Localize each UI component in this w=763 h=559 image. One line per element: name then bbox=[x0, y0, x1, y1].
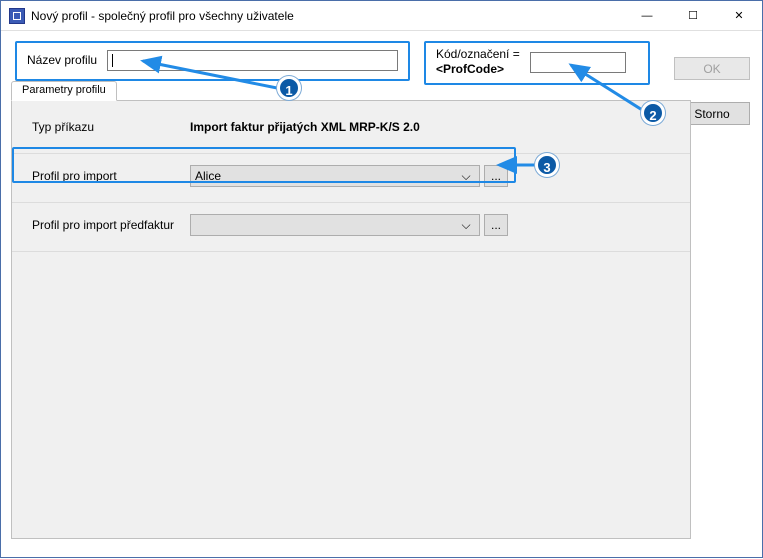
preinvoice-profile-label: Profil pro import předfaktur bbox=[32, 218, 190, 232]
app-icon bbox=[9, 8, 25, 24]
tab-strip: Parametry profilu bbox=[11, 81, 691, 101]
separator-1 bbox=[12, 153, 690, 154]
preinvoice-profile-browse-button[interactable]: ... bbox=[484, 214, 508, 236]
maximize-button[interactable]: ☐ bbox=[670, 1, 716, 31]
callout-1: 1 bbox=[277, 76, 301, 100]
preinvoice-profile-combo[interactable]: ⌵ bbox=[190, 214, 480, 236]
tabs-area: Parametry profilu Typ příkazu Import fak… bbox=[11, 81, 691, 541]
top-row: Název profilu Kód/označení = <ProfCode> bbox=[15, 41, 748, 85]
ok-button[interactable]: OK bbox=[674, 57, 750, 80]
code-label-line2: <ProfCode> bbox=[436, 62, 520, 77]
separator-3 bbox=[12, 251, 690, 252]
callout-2: 2 bbox=[641, 101, 665, 125]
import-profile-combo[interactable]: Alice ⌵ bbox=[190, 165, 480, 187]
profile-code-input[interactable] bbox=[530, 52, 626, 73]
tab-strip-line bbox=[117, 81, 691, 101]
code-label-line1: Kód/označení = bbox=[436, 47, 520, 62]
import-profile-label: Profil pro import bbox=[32, 169, 190, 183]
client-area: Název profilu Kód/označení = <ProfCode> bbox=[1, 31, 762, 85]
chevron-down-icon: ⌵ bbox=[457, 218, 475, 233]
tab-page: Typ příkazu Import faktur přijatých XML … bbox=[11, 101, 691, 539]
import-profile-browse-button[interactable]: ... bbox=[484, 165, 508, 187]
titlebar[interactable]: Nový profil - společný profil pro všechn… bbox=[1, 1, 762, 31]
separator-2 bbox=[12, 202, 690, 203]
command-type-value: Import faktur přijatých XML MRP-K/S 2.0 bbox=[190, 120, 420, 134]
row-preinvoice-profile: Profil pro import předfaktur ⌵ ... bbox=[32, 213, 670, 237]
row-import-profile: Profil pro import Alice ⌵ ... bbox=[32, 164, 670, 188]
window: Nový profil - společný profil pro všechn… bbox=[0, 0, 763, 558]
profile-code-group: Kód/označení = <ProfCode> bbox=[424, 41, 650, 85]
profile-name-group: Název profilu bbox=[15, 41, 410, 81]
profile-code-label: Kód/označení = <ProfCode> bbox=[436, 47, 520, 77]
chevron-down-icon: ⌵ bbox=[457, 169, 475, 184]
profile-name-label: Název profilu bbox=[27, 53, 97, 67]
window-title: Nový profil - společný profil pro všechn… bbox=[31, 9, 624, 23]
callout-3: 3 bbox=[535, 153, 559, 177]
command-type-label: Typ příkazu bbox=[32, 120, 190, 134]
minimize-button[interactable]: — bbox=[624, 1, 670, 31]
import-profile-value: Alice bbox=[195, 169, 457, 183]
profile-name-input[interactable] bbox=[107, 50, 398, 71]
tab-parametry[interactable]: Parametry profilu bbox=[11, 81, 117, 101]
close-button[interactable]: ✕ bbox=[716, 1, 762, 31]
row-command-type: Typ příkazu Import faktur přijatých XML … bbox=[32, 115, 670, 139]
